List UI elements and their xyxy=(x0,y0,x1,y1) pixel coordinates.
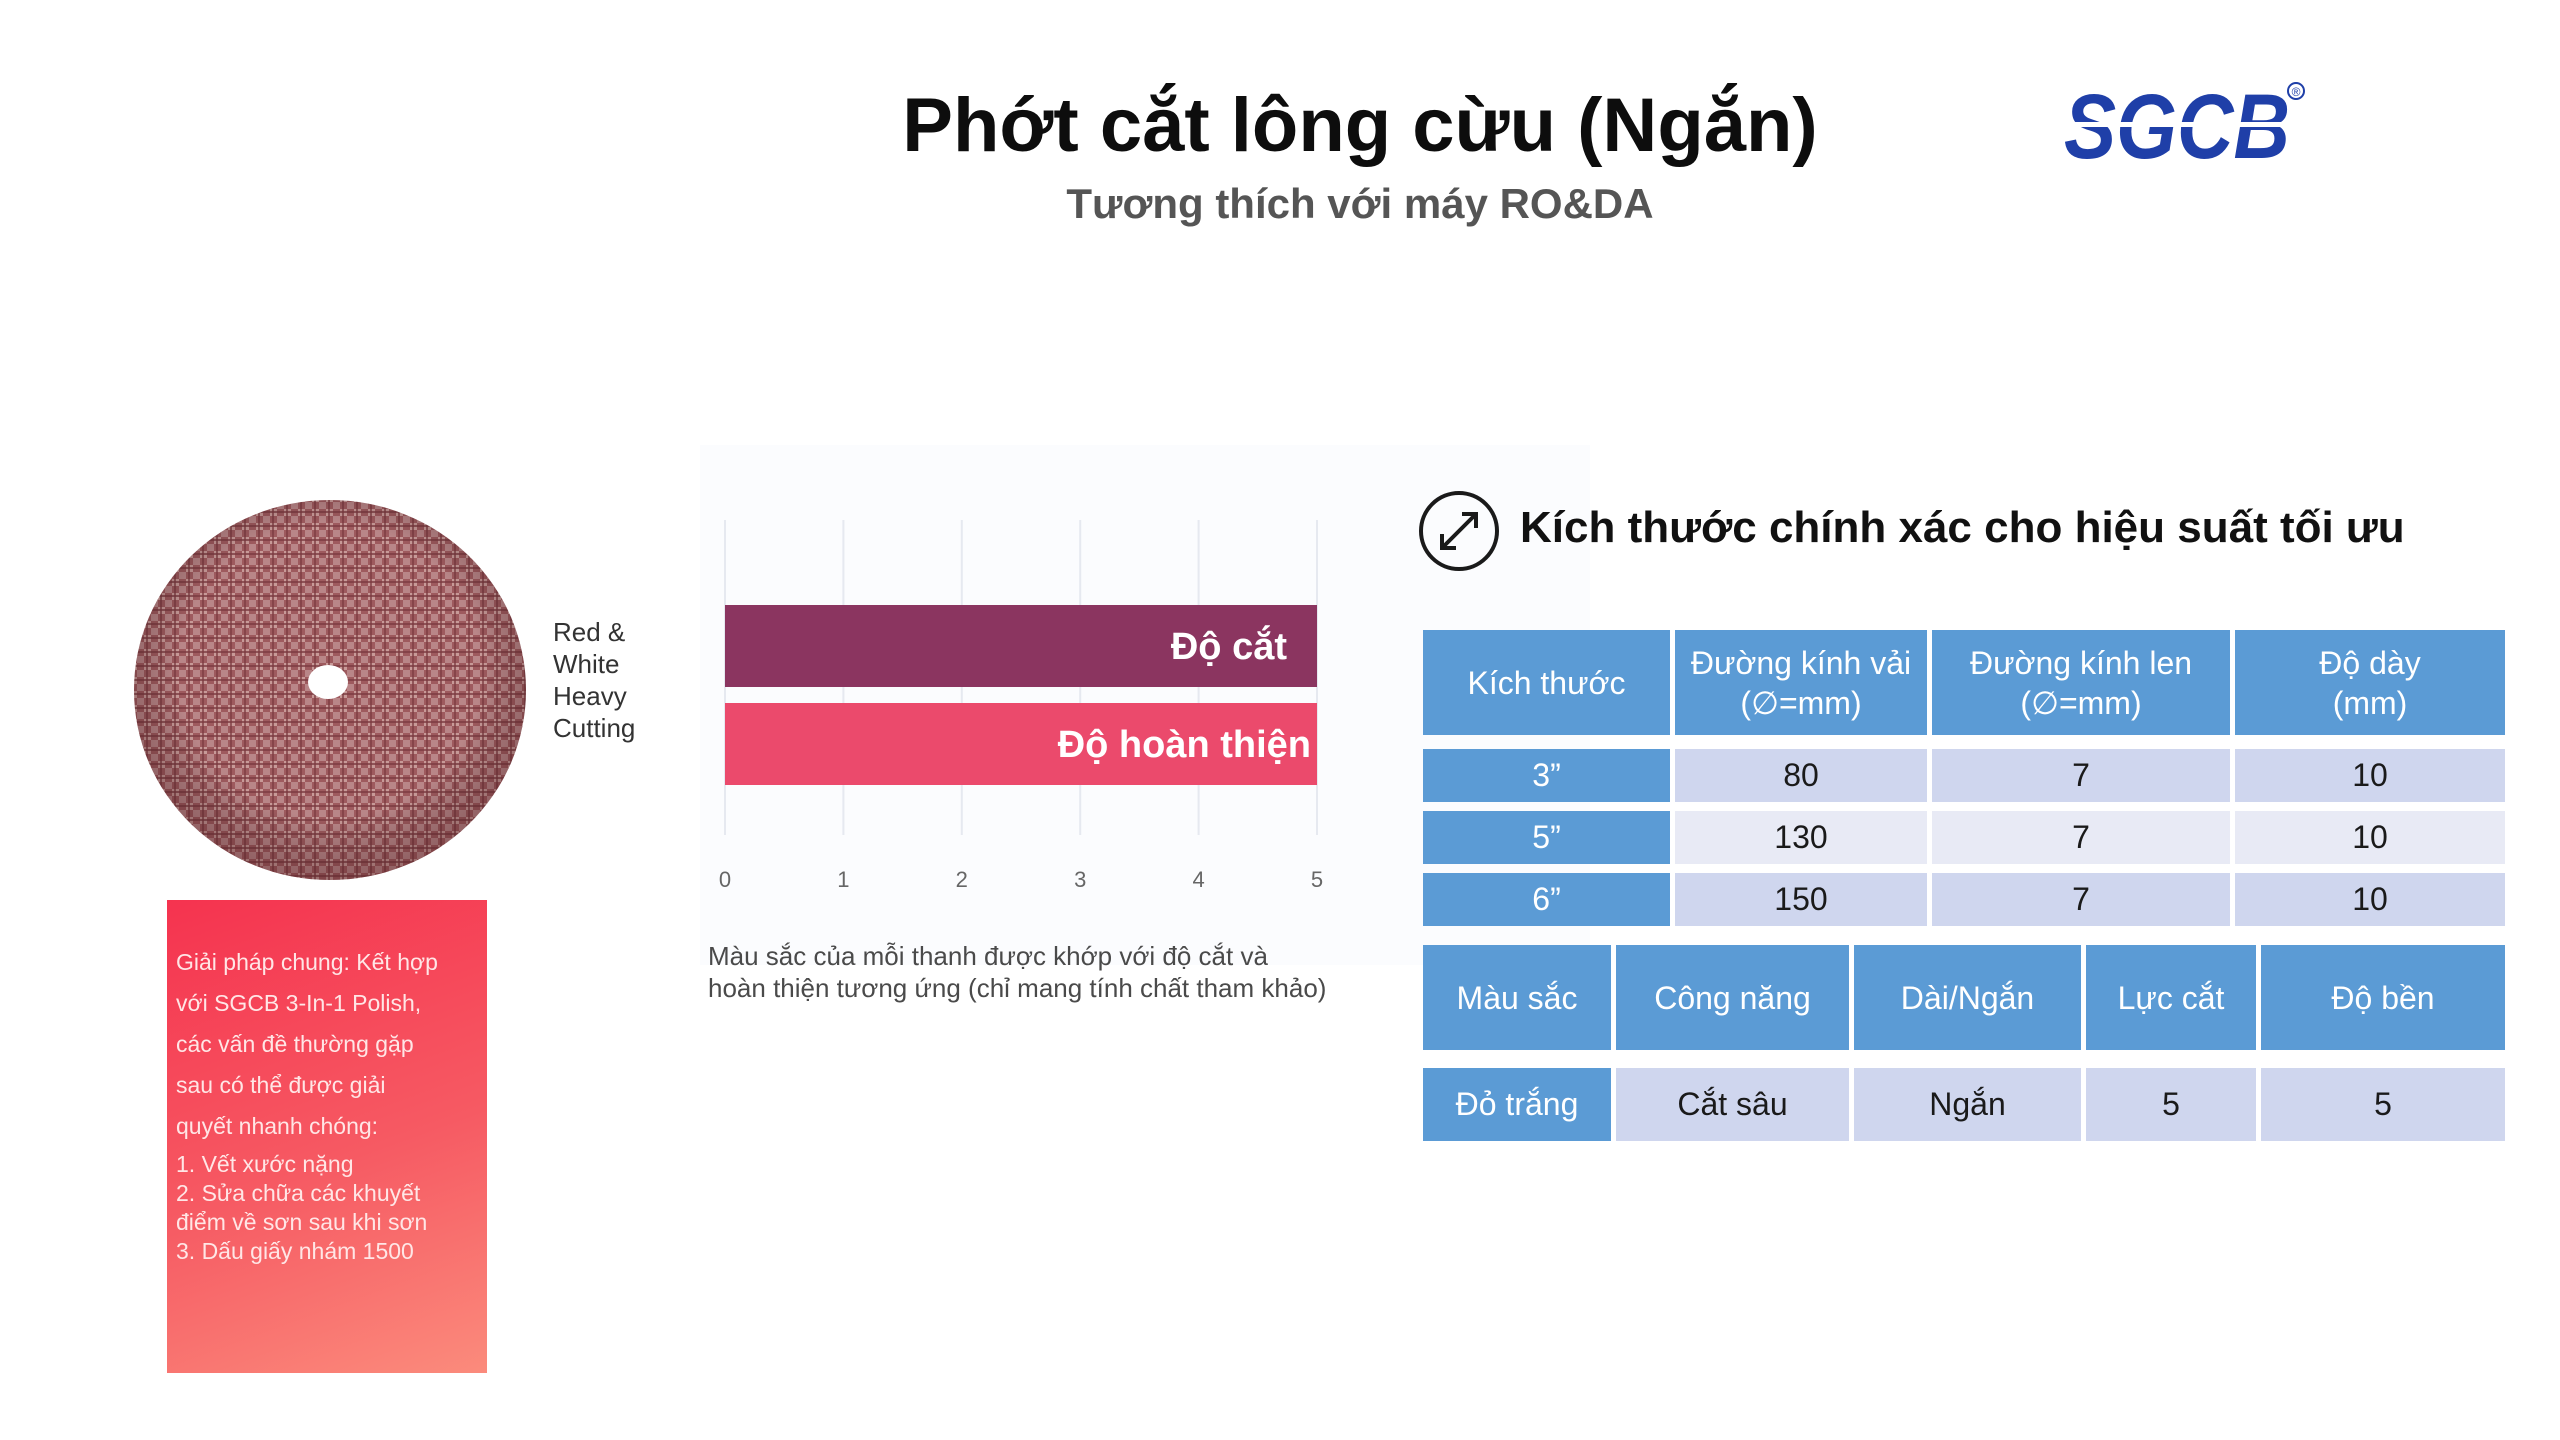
spec-header-cell: Lực cắt xyxy=(2086,945,2256,1050)
bar-label: Độ cắt xyxy=(1171,624,1287,668)
solution-box: Giải pháp chung: Kết hợp với SGCB 3-In-1… xyxy=(167,900,487,1373)
spec-cell: Ngắn xyxy=(1854,1068,2081,1141)
chart-note: Màu sắc của mỗi thanh được khớp với độ c… xyxy=(708,941,1327,1003)
solution-line: quyết nhanh chóng: xyxy=(176,1113,379,1139)
x-tick-label: 2 xyxy=(956,867,968,892)
size-header-cell: Kích thước xyxy=(1423,630,1670,735)
size-header-line: (∅=mm) xyxy=(2020,684,2142,721)
pad-label-line: Red & xyxy=(553,617,626,647)
table-row-size: 3” xyxy=(1423,749,1670,802)
x-tick-label: 1 xyxy=(837,867,849,892)
solution-list: 1. Vết xước nặng 2. Sửa chữa các khuyết … xyxy=(176,1150,481,1266)
pad-label-line: White xyxy=(553,649,620,679)
pad-label-line: Cutting xyxy=(553,713,636,743)
page-title: Phớt cắt lông cừu (Ngắn) xyxy=(902,83,1818,168)
spec-header-cell: Màu sắc xyxy=(1423,945,1611,1050)
page-subtitle: Tương thích với máy RO&DA xyxy=(1066,180,1654,227)
size-header-line: (mm) xyxy=(2332,684,2408,721)
chart-bar xyxy=(725,605,1317,687)
solution-item: điểm về sơn sau khi sơn xyxy=(176,1209,428,1235)
x-tick-label: 3 xyxy=(1074,867,1086,892)
size-header-line: Đường kính len xyxy=(1969,644,2193,681)
bar-label: Độ hoàn thiện xyxy=(1058,724,1311,766)
table-cell: 7 xyxy=(1932,749,2230,802)
sgcb-logo: SGCB ® xyxy=(2060,78,2305,168)
spec-header-cell: Công năng xyxy=(1616,945,1849,1050)
table-cell: 130 xyxy=(1675,811,1927,864)
x-tick-label: 0 xyxy=(719,867,731,892)
solution-text: Giải pháp chung: Kết hợp với SGCB 3-In-1… xyxy=(176,942,481,1147)
spec-cell-color: Đỏ trắng xyxy=(1423,1068,1611,1141)
x-tick-label: 4 xyxy=(1192,867,1204,892)
solution-line: Giải pháp chung: Kết hợp xyxy=(176,949,438,975)
pad-label: Red & White Heavy Cutting xyxy=(553,616,673,744)
size-section-title: Kích thước chính xác cho hiệu suất tối ư… xyxy=(1520,503,2405,552)
spec-header-cell: Độ bền xyxy=(2261,945,2505,1050)
solution-item: 1. Vết xước nặng xyxy=(176,1151,354,1177)
solution-item: 2. Sửa chữa các khuyết xyxy=(176,1180,421,1206)
wool-pad-image xyxy=(134,500,526,880)
size-header-cell: Đường kính len (∅=mm) xyxy=(1932,630,2230,735)
expand-arrows-icon xyxy=(1419,491,1499,571)
spec-header-cell: Dài/Ngắn xyxy=(1854,945,2081,1050)
size-header-line: (∅=mm) xyxy=(1740,684,1862,721)
pad-label-line: Heavy xyxy=(553,681,627,711)
size-header-cell: Độ dày (mm) xyxy=(2235,630,2505,735)
spec-cell: 5 xyxy=(2086,1068,2256,1141)
table-cell: 10 xyxy=(2235,873,2505,926)
table-cell: 80 xyxy=(1675,749,1927,802)
table-row-size: 6” xyxy=(1423,873,1670,926)
table-cell: 150 xyxy=(1675,873,1927,926)
solution-line: sau có thể được giải xyxy=(176,1072,386,1098)
solution-line: với SGCB 3-In-1 Polish, xyxy=(176,990,422,1016)
table-cell: 10 xyxy=(2235,749,2505,802)
solution-item: 3. Dấu giấy nhám 1500 xyxy=(176,1238,414,1264)
x-tick-label: 5 xyxy=(1311,867,1323,892)
spec-cell: 5 xyxy=(2261,1068,2505,1141)
table-cell: 10 xyxy=(2235,811,2505,864)
performance-bar-chart: 0 1 2 3 4 5 Độ cắt Độ hoàn thiện xyxy=(719,520,1323,892)
chart-bar xyxy=(725,703,1317,785)
size-header-line: Độ dày xyxy=(2319,644,2421,681)
table-row-size: 5” xyxy=(1423,811,1670,864)
table-cell: 7 xyxy=(1932,811,2230,864)
solution-line: các vấn đề thường gặp xyxy=(176,1031,414,1057)
table-cell: 7 xyxy=(1932,873,2230,926)
size-header-line: Đường kính vải xyxy=(1690,644,1912,681)
spec-cell: Cắt sâu xyxy=(1616,1068,1849,1141)
registered-mark: ® xyxy=(2292,85,2301,99)
size-header-cell: Đường kính vải (∅=mm) xyxy=(1675,630,1927,735)
